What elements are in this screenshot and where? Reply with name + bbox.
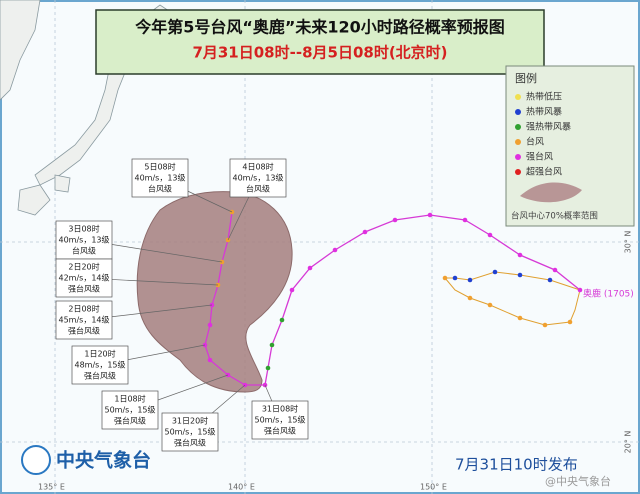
issue-time: 7月31日10时发布 xyxy=(455,456,578,474)
track-point xyxy=(487,302,493,308)
track-point xyxy=(467,295,473,301)
track-point xyxy=(517,315,523,321)
agency-name: 中央气象台 xyxy=(56,449,151,472)
callout-text: 31日20时 xyxy=(172,416,208,426)
legend-swatch xyxy=(515,169,521,175)
callout-text: 强台风级 xyxy=(68,326,100,336)
track-point xyxy=(362,229,368,235)
track-point xyxy=(207,322,213,328)
callout-text: 50m/s，15级 xyxy=(254,415,305,425)
callout-text: 31日08时 xyxy=(262,404,298,414)
track-point xyxy=(577,287,583,293)
agency-logo xyxy=(21,445,51,475)
callout-text: 45m/s，14级 xyxy=(58,315,109,325)
axis-label: 20° N xyxy=(624,431,633,454)
callout-text: 1日08时 xyxy=(114,394,145,404)
callout-text: 强台风级 xyxy=(264,426,296,436)
callout-text: 50m/s，15级 xyxy=(104,405,155,415)
axis-label: 140° E xyxy=(228,483,255,492)
track-point xyxy=(542,322,548,328)
track-point xyxy=(517,252,523,258)
track-point xyxy=(279,317,285,323)
track-point xyxy=(289,287,295,293)
callout-text: 50m/s，15级 xyxy=(164,427,215,437)
callout-text: 强台风级 xyxy=(174,438,206,448)
track-point xyxy=(392,217,398,223)
callout-text: 48m/s，15级 xyxy=(74,360,125,370)
track-point xyxy=(547,277,553,283)
callout-text: 4日08时 xyxy=(242,162,273,172)
title: 今年第5号台风“奥鹿”未来120小时路径概率预报图 xyxy=(134,18,505,37)
callout-box xyxy=(229,158,287,198)
legend-area-swatch xyxy=(520,182,582,203)
callout-text: 2日08时 xyxy=(68,304,99,314)
legend-box xyxy=(505,65,635,227)
track-point xyxy=(517,272,523,278)
callout-text: 1日20时 xyxy=(84,349,115,359)
typhoon-label: 奥鹿 (1705) xyxy=(583,288,634,300)
track-point xyxy=(492,269,498,275)
track-point xyxy=(442,275,448,281)
track-point xyxy=(567,319,573,325)
track-point xyxy=(462,217,468,223)
subtitle: 7月31日08时--8月5日08时(北京时) xyxy=(192,44,447,62)
track-point xyxy=(452,275,458,281)
callout-text: 3日08时 xyxy=(68,224,99,234)
track-point xyxy=(552,267,558,273)
legend-label: 强热带风暴 xyxy=(526,121,571,133)
callout-box xyxy=(55,258,113,298)
callout-box xyxy=(101,390,159,430)
callout-text: 40m/s，13级 xyxy=(134,173,185,183)
callout-text: 42m/s，14级 xyxy=(58,273,109,283)
legend-label: 热带低压 xyxy=(526,91,562,103)
legend-label: 强台风 xyxy=(526,151,553,163)
forecast-callouts: 5日08时40m/s，13级台风级4日08时40m/s，13级台风级3日08时4… xyxy=(55,158,309,452)
callout-text: 40m/s，13级 xyxy=(232,173,283,183)
callout-text: 40m/s，13级 xyxy=(58,235,109,245)
legend-label: 台风 xyxy=(526,136,544,148)
axis-label: 30° N xyxy=(624,231,633,254)
track-point xyxy=(427,212,433,218)
track-point xyxy=(307,265,313,271)
track-point xyxy=(467,277,473,283)
track-point xyxy=(265,365,271,371)
axis-label: 150° E xyxy=(420,483,447,492)
legend-label: 超强台风 xyxy=(526,166,562,178)
callout-text: 台风级 xyxy=(72,246,96,256)
callout-text: 强台风级 xyxy=(68,284,100,294)
callout-text: 台风级 xyxy=(246,184,270,194)
legend-swatch xyxy=(515,154,521,160)
track-point xyxy=(487,232,493,238)
callout-box xyxy=(131,158,189,198)
callout-text: 强台风级 xyxy=(114,416,146,426)
callout-box xyxy=(251,400,309,440)
title-box xyxy=(95,9,545,75)
legend-swatch xyxy=(515,109,521,115)
legend-title: 图例 xyxy=(515,71,537,85)
legend-area-label: 台风中心70%概率范围 xyxy=(511,211,598,222)
track-point xyxy=(332,247,338,253)
axis-label: 135° E xyxy=(38,483,65,492)
track-point xyxy=(207,357,213,363)
callout-text: 5日08时 xyxy=(144,162,175,172)
track-point xyxy=(269,342,275,348)
legend-swatch xyxy=(515,94,521,100)
callout-text: 2日20时 xyxy=(68,262,99,272)
past-track xyxy=(444,271,581,326)
callout-box xyxy=(55,220,113,260)
watermark: @中央气象台 xyxy=(545,474,611,488)
callout-box xyxy=(161,412,219,452)
callout-text: 台风级 xyxy=(148,184,172,194)
legend-label: 热带风暴 xyxy=(526,106,562,118)
callout-box xyxy=(55,300,113,340)
callout-box xyxy=(71,345,129,385)
callout-text: 强台风级 xyxy=(84,371,116,381)
legend-swatch xyxy=(515,139,521,145)
legend-swatch xyxy=(515,124,521,130)
